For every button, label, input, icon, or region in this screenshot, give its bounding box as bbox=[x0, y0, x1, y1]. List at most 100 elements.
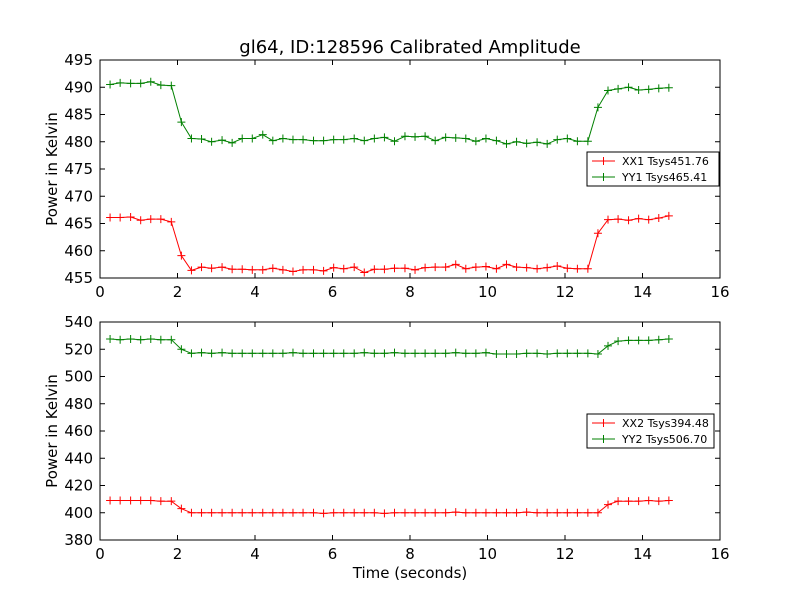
data-point bbox=[278, 134, 287, 143]
data-point bbox=[146, 335, 155, 344]
data-point bbox=[228, 138, 237, 147]
data-point bbox=[380, 509, 389, 518]
data-point bbox=[339, 135, 348, 144]
data-point bbox=[512, 137, 521, 146]
data-point bbox=[207, 508, 216, 517]
data-point bbox=[624, 336, 633, 345]
data-point bbox=[258, 265, 267, 274]
data-point bbox=[492, 350, 501, 359]
data-point bbox=[390, 348, 399, 357]
chart-title: gl64, ID:128596 Calibrated Amplitude bbox=[239, 37, 580, 58]
data-point bbox=[238, 134, 247, 143]
data-point bbox=[543, 508, 552, 517]
legend-label: XX1 Tsys451.76 bbox=[622, 155, 709, 168]
data-point bbox=[258, 130, 267, 139]
data-point bbox=[583, 508, 592, 517]
data-point bbox=[481, 348, 490, 357]
data-point bbox=[634, 497, 643, 506]
x-tick-label: 0 bbox=[95, 283, 105, 301]
data-point bbox=[461, 134, 470, 143]
data-point bbox=[360, 136, 369, 145]
data-point bbox=[278, 349, 287, 358]
data-point bbox=[461, 508, 470, 517]
legend-label: XX2 Tsys394.48 bbox=[622, 417, 709, 430]
data-point bbox=[228, 508, 237, 517]
data-point bbox=[522, 139, 531, 148]
data-point bbox=[411, 508, 420, 517]
x-tick-label: 2 bbox=[173, 283, 183, 301]
data-point bbox=[238, 349, 247, 358]
data-point bbox=[167, 497, 176, 506]
legend: XX2 Tsys394.48 YY2 Tsys506.70 bbox=[586, 413, 715, 449]
x-tick-label: 8 bbox=[405, 283, 415, 301]
legend: XX1 Tsys451.76 YY1 Tsys465.41 bbox=[586, 151, 720, 187]
data-point bbox=[268, 264, 277, 273]
data-point bbox=[604, 500, 613, 509]
data-point bbox=[248, 508, 257, 517]
data-point bbox=[156, 335, 165, 344]
data-point bbox=[106, 213, 115, 222]
data-point bbox=[268, 136, 277, 145]
data-point bbox=[431, 263, 440, 272]
data-point bbox=[471, 349, 480, 358]
data-point bbox=[187, 134, 196, 143]
data-point bbox=[177, 251, 186, 260]
y-tick-label: 400 bbox=[64, 504, 93, 522]
data-point bbox=[248, 265, 257, 274]
data-point bbox=[421, 508, 430, 517]
data-point bbox=[136, 216, 145, 225]
data-point bbox=[268, 349, 277, 358]
data-point bbox=[146, 77, 155, 86]
series-1-2 bbox=[106, 77, 673, 148]
series-line bbox=[110, 338, 669, 355]
chart-panel-2: 0 2 4 6 8 10 12 14 16 380 400 420 440 460 480 500 520 540… bbox=[43, 313, 730, 563]
data-point bbox=[461, 264, 470, 273]
data-point bbox=[350, 263, 359, 272]
data-point bbox=[309, 349, 318, 358]
legend-label: YY1 Tsys465.41 bbox=[621, 171, 707, 184]
data-point bbox=[177, 118, 186, 127]
data-point bbox=[218, 348, 227, 357]
data-point bbox=[106, 496, 115, 505]
series-2-1 bbox=[106, 496, 673, 518]
data-point bbox=[451, 348, 460, 357]
data-point bbox=[451, 508, 460, 517]
data-point bbox=[380, 133, 389, 142]
data-point bbox=[136, 496, 145, 505]
y-tick-label: 460 bbox=[64, 422, 93, 440]
data-point bbox=[167, 81, 176, 90]
data-point bbox=[197, 348, 206, 357]
data-point bbox=[248, 134, 257, 143]
data-point bbox=[563, 349, 572, 358]
x-tick-label: 14 bbox=[633, 545, 652, 563]
data-point bbox=[654, 84, 663, 93]
data-point bbox=[583, 137, 592, 146]
data-point bbox=[634, 85, 643, 94]
data-point bbox=[329, 263, 338, 272]
data-point bbox=[390, 508, 399, 517]
data-point bbox=[258, 349, 267, 358]
data-point bbox=[126, 335, 135, 344]
data-point bbox=[502, 350, 511, 359]
data-point bbox=[573, 264, 582, 273]
legend-marker bbox=[599, 419, 608, 427]
data-point bbox=[441, 508, 450, 517]
data-point bbox=[634, 336, 643, 345]
data-point bbox=[187, 266, 196, 275]
data-point bbox=[421, 263, 430, 272]
data-point bbox=[451, 133, 460, 142]
data-point bbox=[543, 139, 552, 148]
x-tick-label: 16 bbox=[710, 283, 729, 301]
data-point bbox=[522, 349, 531, 358]
data-point bbox=[319, 136, 328, 145]
data-point bbox=[492, 136, 501, 145]
data-point bbox=[533, 349, 542, 358]
series-line bbox=[110, 499, 669, 514]
data-point bbox=[299, 265, 308, 274]
data-point bbox=[370, 134, 379, 143]
x-tick-label: 14 bbox=[633, 283, 652, 301]
data-point bbox=[431, 136, 440, 145]
x-tick-label: 6 bbox=[328, 283, 338, 301]
data-point bbox=[116, 78, 125, 87]
y-tick-label: 480 bbox=[64, 395, 93, 413]
